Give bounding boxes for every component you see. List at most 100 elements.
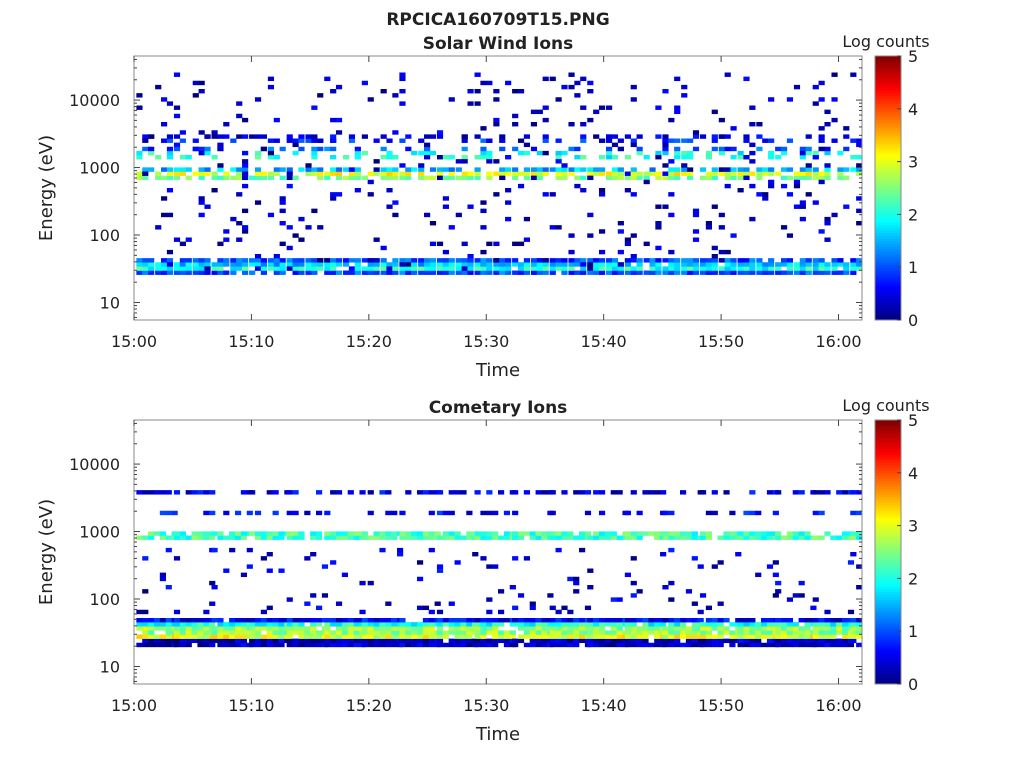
spectrogram-cell xyxy=(223,626,230,631)
spectrogram-cell xyxy=(818,80,825,86)
spectrogram-cell xyxy=(254,531,262,536)
spectrogram-cell xyxy=(361,630,368,635)
spectrogram-cell xyxy=(786,138,794,143)
spectrogram-cell xyxy=(454,622,461,627)
colorbar-frame xyxy=(874,419,902,685)
spectrogram-cell xyxy=(692,134,700,139)
spectrogram-cell xyxy=(856,585,862,590)
spectrogram-cell xyxy=(761,618,768,623)
spectrogram-cell xyxy=(643,179,650,185)
colorbar-swatch xyxy=(875,660,901,664)
spectrogram-cell xyxy=(662,134,669,139)
spectrogram-cell xyxy=(311,134,318,139)
spectrogram-cell xyxy=(292,622,299,627)
spectrogram-cell xyxy=(422,642,430,648)
spectrogram-cell xyxy=(324,76,331,82)
spectrogram-cell xyxy=(166,175,174,181)
spectrogram-cell xyxy=(718,171,725,176)
spectrogram-cell xyxy=(442,270,449,275)
spectrogram-cell xyxy=(648,630,655,635)
spectrogram-cell xyxy=(305,262,312,267)
spectrogram-cell xyxy=(461,138,468,143)
spectrogram-cell xyxy=(240,630,248,635)
spectrogram-cell xyxy=(856,630,862,635)
spectrogram-cell xyxy=(593,638,600,644)
spectrogram-cell xyxy=(185,642,192,648)
spectrogram-cell xyxy=(792,634,799,639)
spectrogram-cell xyxy=(486,80,493,86)
spectrogram-cell xyxy=(630,175,637,181)
spectrogram-cell xyxy=(718,249,725,255)
spectrogram-cell xyxy=(392,212,399,218)
spectrogram-cell xyxy=(260,134,267,139)
spectrogram-cell xyxy=(724,146,731,152)
colorbar-swatch xyxy=(875,507,901,511)
spectrogram-cell xyxy=(512,642,519,648)
colorbar-swatch xyxy=(875,127,901,131)
spectrogram-cell xyxy=(330,192,337,197)
spectrogram-cell xyxy=(793,175,801,181)
spectrogram-cell xyxy=(624,258,631,263)
spectrogram-cell xyxy=(386,188,393,193)
spectrogram-cell xyxy=(335,626,343,631)
spectrogram-cell xyxy=(837,270,844,275)
spectrogram-cell xyxy=(761,630,768,635)
spectrogram-cell xyxy=(148,618,155,623)
spectrogram-cell xyxy=(242,159,249,164)
spectrogram-cell xyxy=(266,531,273,536)
spectrogram-cell xyxy=(260,266,267,271)
spectrogram-cell xyxy=(311,150,318,156)
spectrogram-cell xyxy=(579,535,586,540)
spectrogram-cell xyxy=(330,535,337,540)
spectrogram-cell xyxy=(266,622,273,627)
spectrogram-cell xyxy=(324,531,331,536)
spectrogram-cell xyxy=(461,155,468,160)
spectrogram-cell xyxy=(555,626,562,631)
spectrogram-cell xyxy=(530,258,538,263)
spectrogram-cell xyxy=(341,618,348,623)
spectrogram-cell xyxy=(616,618,623,623)
spectrogram-cell xyxy=(217,638,224,644)
spectrogram-cell xyxy=(422,605,430,611)
colorbar-swatch xyxy=(875,58,901,62)
spectrogram-cell xyxy=(711,638,718,644)
spectrogram-cell xyxy=(424,155,431,160)
spectrogram-cell xyxy=(649,262,656,267)
spectrogram-cell xyxy=(136,270,143,275)
spectrogram-cell xyxy=(230,266,237,271)
spectrogram-cell xyxy=(260,556,267,561)
spectrogram-cell xyxy=(624,270,631,275)
spectrogram-cell xyxy=(611,270,619,275)
spectrogram-cell xyxy=(824,167,831,172)
spectrogram-cell xyxy=(211,155,218,160)
spectrogram-cell xyxy=(786,535,794,540)
spectrogram-cell xyxy=(812,150,819,156)
spectrogram-cell xyxy=(230,138,237,143)
spectrogram-cell xyxy=(234,626,242,631)
spectrogram-cell xyxy=(541,535,548,540)
spectrogram-cell xyxy=(442,204,449,209)
spectrogram-cell xyxy=(749,634,756,639)
spectrogram-cell xyxy=(775,638,782,644)
spectrogram-cell xyxy=(798,580,805,586)
spectrogram-cell xyxy=(486,535,493,540)
spectrogram-cell xyxy=(418,258,425,263)
spectrogram-cell xyxy=(191,531,198,536)
spectrogram-cell xyxy=(142,262,149,267)
spectrogram-cell xyxy=(480,80,487,86)
spectrogram-cell xyxy=(142,638,149,644)
spectrogram-cell xyxy=(341,638,348,644)
spectrogram-cell xyxy=(617,266,624,271)
spectrogram-cell xyxy=(361,531,368,536)
spectrogram-cell xyxy=(804,638,811,644)
spectrogram-cell xyxy=(405,175,412,181)
colorbar-swatch xyxy=(875,90,901,94)
spectrogram-cell xyxy=(136,266,143,271)
spectrogram-cell xyxy=(805,175,812,181)
colorbar-swatch xyxy=(875,203,901,207)
spectrogram-cell xyxy=(229,618,236,623)
spectrogram-cell xyxy=(574,93,581,98)
spectrogram-cell xyxy=(411,642,418,648)
spectrogram-cell xyxy=(705,626,712,631)
